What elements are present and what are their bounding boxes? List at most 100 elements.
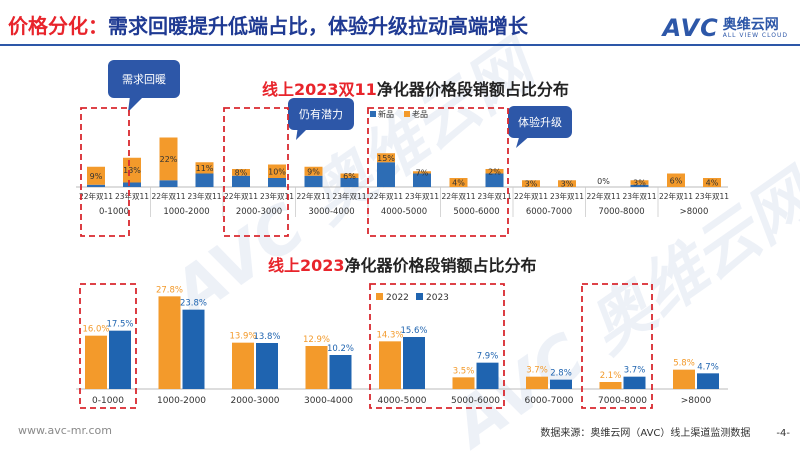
data-label: 6%	[343, 172, 356, 181]
bar-old	[703, 178, 721, 187]
data-label-2023: 4.7%	[697, 362, 719, 372]
period-tick-label: 22年双11	[79, 191, 113, 201]
period-tick-label: 23年双11	[332, 191, 366, 201]
bar-new	[377, 162, 395, 187]
callout-tail	[128, 96, 144, 112]
period-tick-label: 22年双11	[151, 191, 185, 201]
highlight-box	[80, 107, 130, 237]
category-tick-label: 6000-7000	[524, 396, 573, 406]
bar-new	[232, 175, 250, 187]
legend-swatch-2023	[416, 293, 423, 300]
bar-2023	[697, 373, 719, 389]
data-label-2023: 3.7%	[624, 366, 646, 376]
range-tick-label: 7000-8000	[598, 207, 644, 217]
bar-2023	[623, 376, 646, 389]
data-label-2022: 5.8%	[673, 359, 695, 369]
period-tick-label: 22年双11	[514, 191, 548, 201]
slide: 价格分化：需求回暖提升低端占比，体验升级拉动高端增长 AVC 奥维云网 ALL …	[0, 14, 800, 462]
period-tick-label: 22年双11	[224, 191, 258, 201]
chart2-title: 线上2023净化器价格段销额占比分布	[268, 256, 537, 275]
legend-swatch-2022	[376, 293, 383, 300]
data-label-2023: 10.2%	[327, 344, 354, 354]
data-label-2022: 27.8%	[156, 285, 183, 295]
logo-en-text: ALL VIEW CLOUD	[722, 31, 788, 39]
period-tick-label: 22年双11	[441, 191, 475, 201]
bar-old	[232, 169, 250, 176]
data-label: 7%	[416, 168, 429, 177]
highlight-box	[369, 283, 505, 409]
period-tick-label: 22年双11	[659, 191, 693, 201]
bar-2022	[526, 376, 548, 389]
data-label-2022: 14.3%	[376, 330, 403, 340]
bar-old	[268, 164, 286, 178]
bar-new	[268, 178, 286, 187]
data-label-2023: 15.6%	[400, 326, 427, 336]
category-tick-label: 7000-8000	[598, 396, 647, 406]
period-tick-label: 23年双11	[695, 191, 729, 201]
period-tick-label: 23年双11	[405, 191, 439, 201]
data-label-2022: 16.0%	[82, 325, 109, 335]
period-tick-label: 23年双11	[115, 191, 149, 201]
avc-logo: AVC 奥维云网 ALL VIEW CLOUD	[663, 14, 788, 42]
chart1-stacked-bar: 9% 22年双11 13% 23年双11 22% 22年双11 11% 23年双11 8% 22年…	[76, 107, 729, 237]
data-label: 6%	[670, 176, 683, 185]
data-label-2022: 13.9%	[229, 332, 256, 342]
bar-old	[667, 173, 685, 187]
range-tick-label: 1000-2000	[163, 207, 209, 217]
category-tick-label: 0-1000	[92, 396, 124, 406]
callout-tails	[128, 96, 532, 148]
logo-mark: AVC	[662, 14, 719, 42]
callout-still-potential: 仍有潜力	[288, 98, 354, 130]
website-text: www.avc-mr.com	[18, 424, 112, 437]
period-tick-label: 23年双11	[550, 191, 584, 201]
data-label: 9%	[307, 167, 320, 176]
category-tick-label: >8000	[681, 396, 712, 406]
bar-old	[630, 180, 649, 185]
range-tick-label: 2000-3000	[236, 207, 282, 217]
bar-2023	[476, 362, 499, 389]
bar-old	[522, 180, 540, 187]
bar-2023	[550, 379, 572, 389]
data-label-2022: 3.7%	[526, 366, 548, 376]
bar-new	[159, 180, 178, 187]
highlight-box	[367, 107, 509, 237]
bar-2023	[256, 343, 278, 389]
category-tick-label: 2000-3000	[230, 396, 279, 406]
header-divider	[0, 44, 800, 46]
data-label: 3%	[561, 180, 574, 189]
range-tick-label: 0-1000	[99, 207, 129, 217]
range-tick-label: 3000-4000	[308, 207, 354, 217]
legend-label-old: 老品	[412, 109, 428, 119]
bar-old	[87, 166, 105, 185]
callout-experience-upgrade: 体验升级	[508, 106, 572, 138]
bar-2022	[599, 382, 622, 389]
category-tick-label: 1000-2000	[157, 396, 206, 406]
highlight-box	[223, 107, 289, 237]
data-label-2023: 13.8%	[253, 332, 280, 342]
range-tick-label: 5000-6000	[453, 207, 499, 217]
callout-tail	[296, 126, 310, 140]
bar-2022	[452, 377, 475, 389]
data-label: 13%	[123, 166, 141, 175]
bar-2022	[85, 335, 107, 389]
data-label: 3%	[633, 179, 646, 188]
bar-2022	[232, 342, 254, 389]
chart2-grouped-bar: 16.0%17.5% 0-1000 27.8% 23.8% 1000-2000 13.9%…	[76, 283, 728, 409]
bar-2023	[403, 337, 425, 389]
bar-2022	[673, 369, 695, 389]
period-tick-label: 23年双11	[477, 191, 511, 201]
bar-old	[195, 162, 214, 174]
bar-old	[485, 169, 504, 174]
bar-new	[413, 173, 431, 187]
data-label-2023: 7.9%	[477, 352, 499, 362]
legend-label-new: 新品	[378, 109, 394, 119]
legend-swatch-new	[370, 111, 376, 117]
category-tick-label: 4000-5000	[377, 396, 426, 406]
bar-2023	[109, 330, 131, 389]
range-tick-label: 6000-7000	[526, 207, 572, 217]
data-label: 8%	[235, 168, 248, 177]
legend-label-2022: 2022	[386, 293, 409, 303]
data-label-2023: 23.8%	[180, 299, 207, 309]
data-label: 4%	[452, 179, 465, 188]
data-label: 22%	[160, 155, 178, 164]
